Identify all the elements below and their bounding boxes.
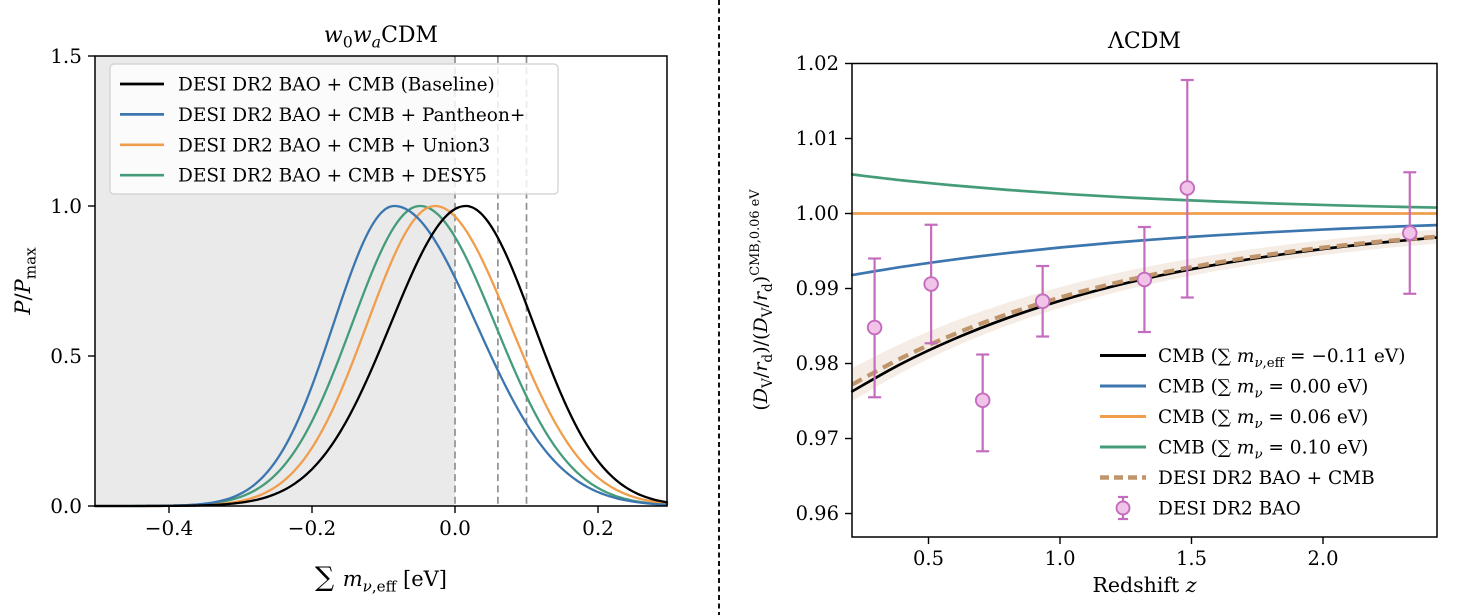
data-point-marker — [974, 392, 991, 409]
right-plot-ylabel: (DV/rd)/(DV/rd)CMB,0.06 eV — [748, 189, 776, 411]
x-tick-label: −0.2 — [288, 516, 337, 540]
data-point-marker — [1402, 225, 1418, 241]
model-curve-cmb-010 — [850, 173, 1438, 209]
y-tick-label: 0.96 — [796, 502, 839, 525]
axes-frame-left — [94, 55, 668, 507]
legend-label-union3: DESI DR2 BAO + CMB + Union3 — [178, 135, 490, 156]
right-plot: 0.5 1.0 1.5 2.0 0.96 0.97 0.98 0.99 1.00 1.01 1.02… — [748, 29, 1438, 597]
legend-label-pantheon: DESI DR2 BAO + CMB + Pantheon+ — [178, 105, 525, 126]
data-point — [866, 257, 883, 399]
bao-cmb-band — [852, 229, 1437, 402]
x-tick-label: 0.2 — [582, 516, 614, 540]
y-tick-label: 0.99 — [796, 277, 839, 300]
y-tick-label: 1.01 — [796, 127, 839, 150]
y-tick-label: 0.97 — [796, 427, 839, 450]
data-point — [1402, 171, 1418, 295]
y-tick-label: 1.02 — [796, 52, 839, 75]
y-tick-label: 1.00 — [796, 202, 839, 225]
x-tick-label: 0.0 — [439, 516, 471, 540]
y-tick-label: 0.0 — [50, 494, 82, 518]
y-tick-label: 1.0 — [50, 194, 82, 218]
x-tick-label: 2.0 — [1307, 547, 1338, 570]
left-plot-xlabel: ∑ mν,eff [eV] — [315, 562, 447, 595]
legend-label-desy5: DESI DR2 BAO + CMB + DESY5 — [178, 166, 487, 187]
y-tick-label: 0.5 — [50, 344, 82, 368]
data-point-marker — [1179, 180, 1196, 196]
legend-box — [109, 63, 559, 195]
x-tick-label: 1.0 — [1044, 547, 1075, 570]
left-plot-title: w0waCDM — [324, 23, 438, 52]
legend-label-cmb-006: CMB (∑ mν = 0.06 eV) — [1158, 407, 1368, 432]
y-tick-label: 0.98 — [796, 352, 839, 375]
data-point — [1136, 225, 1153, 334]
data-point-marker — [1034, 293, 1051, 310]
left-plot-ylabel: P/Pmax — [11, 247, 39, 316]
x-tick-label: 1.5 — [1176, 547, 1207, 570]
data-point-marker — [1136, 271, 1153, 288]
legend-label-desi-bao: DESI DR2 BAO — [1158, 499, 1301, 520]
x-tick-label: 0.5 — [913, 547, 944, 570]
data-point — [974, 353, 991, 453]
right-plot-xlabel: Redshift z — [1092, 573, 1196, 597]
legend-label-desi-bao-cmb: DESI DR2 BAO + CMB — [1158, 468, 1375, 489]
data-point — [923, 223, 939, 345]
x-tick-label: −0.4 — [145, 516, 194, 540]
legend-marker-desi-bao — [1115, 500, 1131, 516]
legend-label-cmb-m011: CMB (∑ mν,eff = −0.11 eV) — [1158, 346, 1405, 371]
axes-frame-right — [851, 62, 1438, 538]
y-tick-label: 1.5 — [50, 44, 82, 68]
legend-label-cmb-010: CMB (∑ mν = 0.10 eV) — [1158, 438, 1368, 463]
left-plot-legend: DESI DR2 BAO + CMB (Baseline) DESI DR2 BA… — [109, 63, 559, 195]
desi-bao-points — [866, 78, 1418, 453]
right-plot-title: ΛCDM — [1107, 29, 1181, 54]
data-point-marker — [923, 276, 939, 292]
left-plot: −0.4 −0.2 0.0 0.2 0.0 0.5 1.0 1.5 w0waCDM ∑ mν,ef… — [11, 23, 669, 595]
data-point — [1034, 264, 1051, 338]
model-curve-cmb-000 — [850, 223, 1438, 277]
data-point — [1179, 78, 1196, 299]
data-point-marker — [866, 319, 883, 336]
legend-label-cmb-000: CMB (∑ mν = 0.00 eV) — [1158, 377, 1368, 402]
right-plot-legend: CMB (∑ mν,eff = −0.11 eV) CMB (∑ mν = 0.0… — [1100, 346, 1405, 521]
legend-label-baseline: DESI DR2 BAO + CMB (Baseline) — [178, 75, 495, 96]
